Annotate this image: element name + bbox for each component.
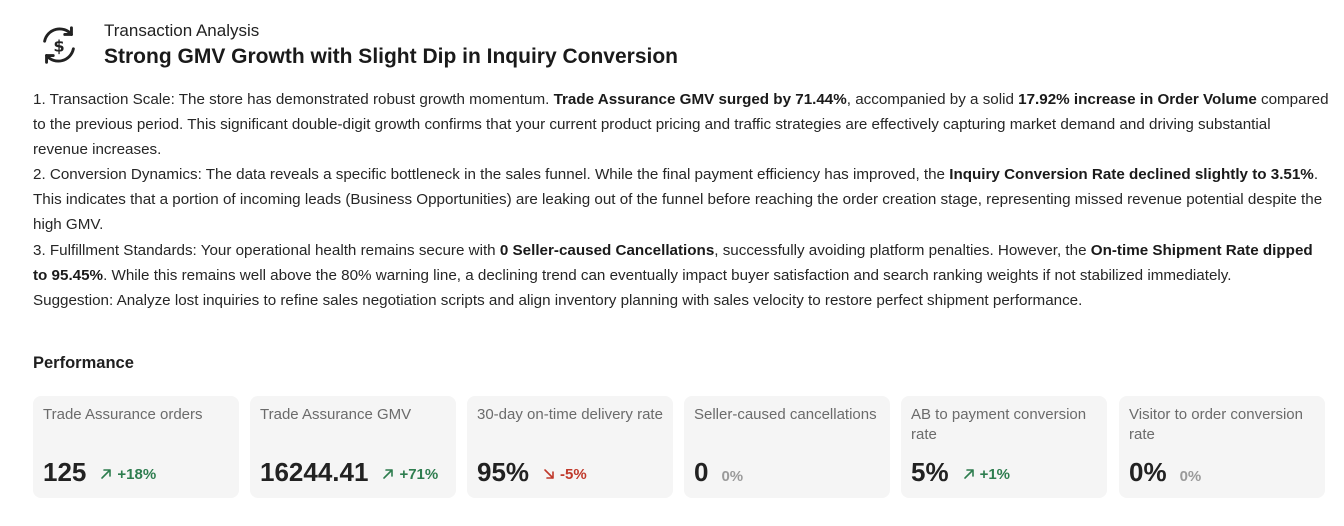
metric-value: 0 [694, 457, 709, 487]
text-run: . This indicates that a portion of incom… [33, 166, 1323, 234]
arrow-up-right-icon [963, 469, 974, 479]
metric-label: Trade Assurance GMV [260, 406, 412, 423]
highlight-shipment-rate: On-time Shipment Rate dipped to 95.45% [33, 241, 1313, 284]
text-run: 3. Fulfillment Standards: Your operation… [33, 241, 500, 259]
analysis-paragraph-scale: 1. Transaction Scale: The store has demo… [33, 87, 1329, 162]
performance-title: Performance [33, 354, 134, 372]
metric-change: +71% [381, 466, 438, 483]
analysis-paragraph-conversion: 2. Conversion Dynamics: The data reveals… [33, 162, 1329, 237]
metric-value: 125 [43, 457, 87, 487]
metric-change: +1% [962, 466, 1010, 483]
metric-card-on-time-delivery[interactable]: 30-day on-time delivery rate 95% -5% [467, 396, 673, 498]
text-run: 1. Transaction Scale: The store has demo… [33, 91, 554, 108]
metric-card-ta-orders[interactable]: Trade Assurance orders 125 +18% [33, 396, 239, 498]
arrow-up-right-icon [383, 469, 394, 479]
arrow-down-right-icon [544, 469, 554, 479]
text-run: , successfully avoiding platform penalti… [714, 241, 1091, 259]
arrow-up-right-icon [101, 469, 112, 479]
metric-change: -5% [542, 466, 587, 483]
highlight-gmv-growth: Trade Assurance GMV surged by 71.44% [553, 91, 847, 108]
analysis-paragraph-fulfillment: 3. Fulfillment Standards: Your operation… [33, 238, 1329, 288]
metric-card-ab-payment-conversion[interactable]: AB to payment conversion rate 5% +1% [901, 396, 1107, 498]
metric-change: 0% [721, 468, 743, 485]
metric-value: 0% [1129, 457, 1167, 487]
metric-change-value: -5% [560, 465, 587, 483]
text-run: . While this remains well above the 80% … [103, 266, 1232, 284]
metric-label: Trade Assurance orders [43, 406, 203, 423]
metric-change-value: +71% [399, 465, 439, 483]
metric-label: Seller-caused cancellations [694, 406, 877, 423]
page-title: Strong GMV Growth with Slight Dip in Inq… [104, 45, 678, 68]
metric-label: 30-day on-time delivery rate [477, 406, 663, 423]
metric-change-value: 0% [721, 468, 744, 485]
dollar-refresh-icon: $ [43, 26, 75, 64]
svg-text:$: $ [53, 37, 64, 56]
metric-change: +18% [99, 466, 156, 483]
text-run: 2. Conversion Dynamics: The data reveals… [33, 166, 950, 184]
analysis-header: $ Transaction Analysis Strong GMV Growth… [36, 20, 678, 71]
metric-change: 0% [1180, 468, 1202, 485]
highlight-cancellations: 0 Seller-caused Cancellations [499, 241, 715, 259]
metric-value: 16244.41 [260, 457, 369, 487]
metric-value: 5% [911, 457, 949, 487]
text-run: compared to the previous period. This si… [33, 91, 1329, 159]
section-kicker: Transaction Analysis [104, 21, 260, 40]
analysis-body: 1. Transaction Scale: The store has demo… [33, 87, 1329, 313]
metric-card-ta-gmv[interactable]: Trade Assurance GMV 16244.41 +71% [250, 396, 456, 498]
metric-card-seller-cancellations[interactable]: Seller-caused cancellations 0 0% [684, 396, 890, 498]
metric-label: AB to payment conversion rate [911, 406, 1087, 443]
metric-change-value: +1% [979, 465, 1011, 483]
metric-value: 95% [477, 457, 530, 487]
metric-label: Visitor to order conversion rate [1129, 406, 1303, 443]
highlight-inquiry-conversion: Inquiry Conversion Rate declined slightl… [949, 166, 1314, 184]
analysis-suggestion: Suggestion: Analyze lost inquiries to re… [33, 291, 1083, 309]
metric-change-value: 0% [1179, 468, 1202, 485]
metric-card-visitor-order-conversion[interactable]: Visitor to order conversion rate 0% 0% [1119, 396, 1325, 498]
text-run: , accompanied by a solid [846, 91, 1019, 108]
metric-change-value: +18% [117, 465, 157, 483]
highlight-order-volume: 17.92% increase in Order Volume [1018, 91, 1257, 108]
